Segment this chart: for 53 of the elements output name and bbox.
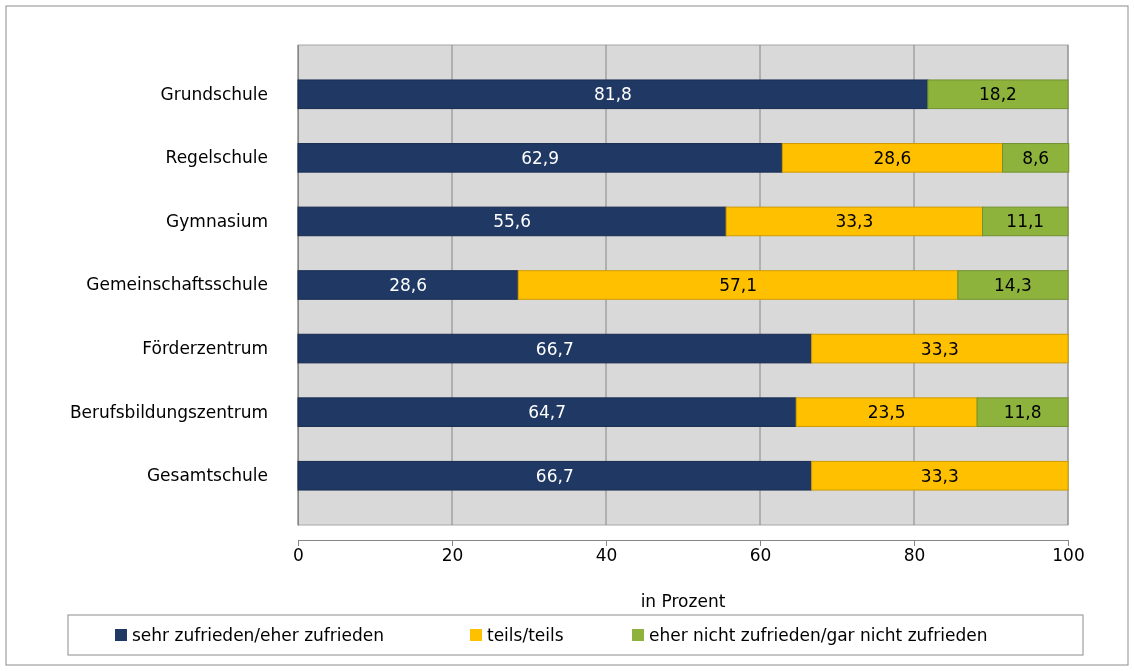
legend-label: sehr zufrieden/eher zufrieden xyxy=(132,624,385,645)
y-tick-label: Gemeinschaftsschule xyxy=(86,274,268,295)
bar xyxy=(297,333,813,364)
y-tick-label: Regelschule xyxy=(165,147,268,168)
bar xyxy=(811,460,1069,491)
bar xyxy=(725,206,984,237)
data-label: 81,8 xyxy=(594,84,632,105)
bar xyxy=(976,397,1069,427)
data-label: 64,7 xyxy=(528,402,567,423)
bar xyxy=(297,270,519,300)
x-tick-label: 0 xyxy=(293,545,304,566)
data-label: 11,8 xyxy=(1003,402,1042,423)
data-label: 28,6 xyxy=(389,274,428,295)
bar xyxy=(957,270,1069,300)
bar xyxy=(982,206,1069,237)
x-tick-label: 60 xyxy=(749,545,772,566)
data-label: 28,6 xyxy=(873,147,912,168)
legend-label: eher nicht zufrieden/gar nicht zufrieden xyxy=(649,624,988,645)
legend-label: teils/teils xyxy=(487,624,564,645)
y-tick-label: Grundschule xyxy=(160,83,268,104)
bar xyxy=(781,143,1004,173)
x-tick-label: 100 xyxy=(1052,545,1085,566)
data-label: 18,2 xyxy=(979,84,1017,105)
data-label: 23,5 xyxy=(867,402,906,423)
data-label: 11,1 xyxy=(1006,211,1045,232)
data-label: 33,3 xyxy=(835,211,874,232)
x-tick-label: 40 xyxy=(595,545,618,566)
bar xyxy=(297,460,813,491)
data-label: 62,9 xyxy=(521,147,560,168)
bar xyxy=(297,79,929,110)
data-label: 66,7 xyxy=(535,338,574,359)
bar xyxy=(1002,143,1070,173)
bar xyxy=(297,143,783,173)
y-tick-label: Gesamtschule xyxy=(146,465,268,486)
y-tick-label: Förderzentrum xyxy=(142,338,268,359)
data-label: 55,6 xyxy=(493,211,531,232)
x-tick-label: 20 xyxy=(441,545,464,566)
x-axis-title: in Prozent xyxy=(640,591,726,611)
bar xyxy=(297,206,727,237)
data-label: 57,1 xyxy=(719,274,757,295)
data-label: 14,3 xyxy=(994,274,1032,295)
data-label: 33,3 xyxy=(920,338,959,359)
data-label: 66,7 xyxy=(535,465,574,486)
data-label: 33,3 xyxy=(920,465,959,486)
x-tick-label: 80 xyxy=(903,545,926,566)
bar xyxy=(811,333,1069,364)
y-tick-label: Gymnasium xyxy=(166,210,268,231)
bar xyxy=(927,79,1069,110)
y-tick-label: Berufsbildungszentrum xyxy=(69,401,268,422)
bar xyxy=(517,270,959,300)
bar xyxy=(795,397,978,427)
bar xyxy=(297,397,797,427)
data-label: 8,6 xyxy=(1022,147,1050,168)
